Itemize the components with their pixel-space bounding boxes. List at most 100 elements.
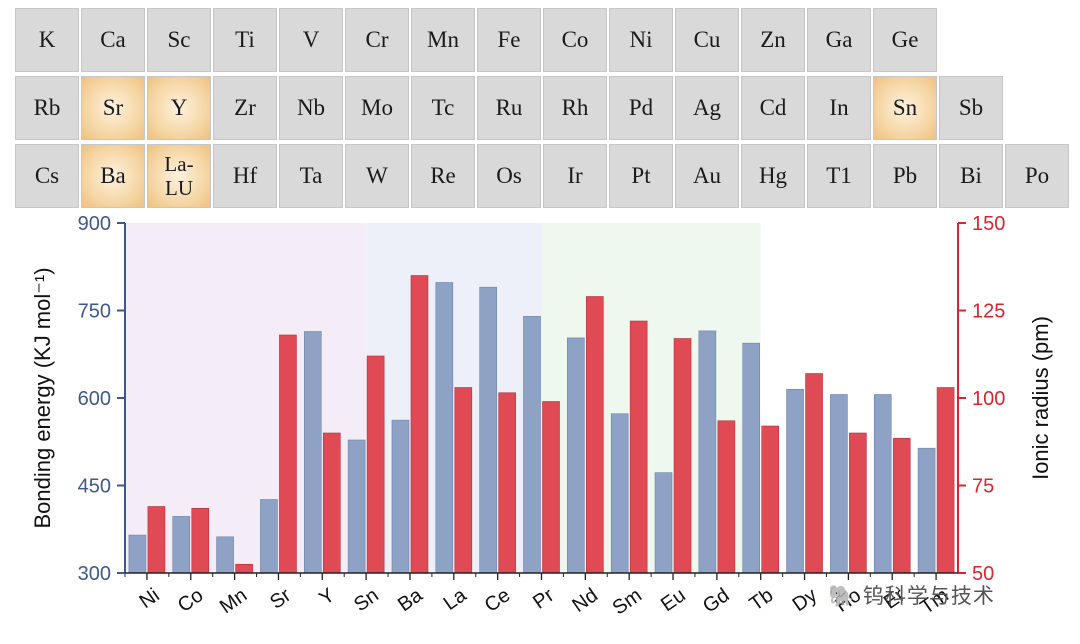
element-symbol: Pt [631,162,651,188]
element-cell-ir: Ir [543,144,607,208]
x-tick-label: Sn [350,584,383,616]
bar-bonding-energy [479,286,497,574]
bar-ionic-radius [191,507,210,574]
bar-bonding-energy [128,534,147,574]
element-cell-os: Os [477,144,541,208]
periodic-table: K Ca Sc Ti V Cr Mn Fe Co Ni Cu Zn Ga Ge Rb Sr Y Zr Nb Mo Tc R… [0,0,1080,210]
element-symbol: Ag [692,94,722,120]
element-cell-sr: Sr [81,76,145,140]
element-symbol: Ba [100,162,126,188]
element-symbol: Ta [299,162,323,188]
bar-chart: Ni Co Mn Sr Y Sn Ba La Ce Pr Nd Sm Eu Gd Tb Dy Ho Er Tm300… [30,213,1053,619]
element-cell-ga: Ga [807,8,871,72]
bar-bonding-energy [347,439,366,574]
element-cell-zr: Zr [213,76,277,140]
element-symbol: Fe [497,26,521,52]
element-cell-cu: Cu [675,8,739,72]
element-symbol: Sn [892,94,918,120]
bar-ionic-radius [717,420,736,574]
element-symbol: T1 [826,162,852,188]
bar-ionic-radius [629,320,648,574]
element-cell-ni: Ni [609,8,673,72]
element-cell-hg: Hg [741,144,805,208]
bar-ionic-radius [805,373,823,574]
element-symbol: Bi [960,162,982,188]
bar-bonding-energy [216,536,234,574]
element-symbol: W [366,162,388,188]
y-right-tick-label: 125 [972,301,1005,323]
x-tick-label: Sr [266,584,295,614]
y-right-axis-label: Ionic radius (pm) [1028,316,1053,480]
bar-bonding-energy [610,413,629,574]
x-tick-label: Co [174,584,208,617]
bar-ionic-radius [673,338,692,574]
y-right-tick-label: 150 [972,213,1005,235]
bar-bonding-energy [260,499,278,574]
element-cell-sc: Sc [147,8,211,72]
element-cell-ti: Ti [213,8,277,72]
element-symbol: Y [170,94,188,120]
element-symbol: V [302,26,320,52]
x-tick-label: Eu [657,584,690,616]
bar-bonding-energy [172,516,191,574]
element-cell-pd: Pd [609,76,673,140]
y-right-tick-label: 100 [972,388,1005,410]
element-cell-t1: T1 [807,144,871,208]
element-cell-v: V [279,8,343,72]
x-tick-label: Ni [135,584,163,613]
bar-bonding-energy [654,472,673,574]
element-cell-re: Re [411,144,475,208]
element-cell-k: K [15,8,79,72]
x-tick-label: Dy [789,584,822,616]
element-cell-bi: Bi [939,144,1003,208]
element-symbol: Zn [760,26,786,52]
bar-bonding-energy [698,330,717,574]
bar-ionic-radius [892,437,911,574]
x-tick-label: La [440,584,472,615]
element-symbol: Cr [365,26,389,52]
y-left-tick-label: 600 [78,388,111,410]
bar-ionic-radius [366,355,385,574]
x-tick-label: Nd [568,584,602,617]
element-symbol: Pd [628,94,654,120]
element-symbol: In [829,94,849,120]
element-symbol: Rb [33,94,61,120]
element-cell-cs: Cs [15,144,79,208]
bar-bonding-energy [303,331,322,574]
element-symbol: Tc [431,94,455,120]
bar-ionic-radius [235,563,253,574]
element-symbol: Mn [427,26,459,52]
element-symbol: Cd [759,94,787,120]
element-symbol: Po [1024,162,1050,188]
element-symbol: Ga [825,26,853,52]
element-symbol: K [38,26,56,52]
element-symbol: Nb [296,94,326,120]
element-cell-mo: Mo [345,76,409,140]
x-tick-label: Pr [529,584,558,614]
element-cell-au: Au [675,144,739,208]
watermark: 🐘 钨科学与技术 [828,584,995,608]
element-symbol: Rh [561,94,589,120]
bar-ionic-radius [849,432,867,574]
element-symbol: Cs [34,162,60,188]
element-cell-ca: Ca [81,8,145,72]
bar-bonding-energy [435,282,454,574]
element-cell-nb: Nb [279,76,343,140]
element-symbol: Zr [234,94,256,120]
bar-ionic-radius [936,387,955,574]
element-symbol: Ni [629,26,653,52]
element-symbol: Pb [892,162,918,188]
element-cell-w: W [345,144,409,208]
bar-ionic-radius [586,296,604,574]
element-cell-y: Y [147,76,211,140]
y-left-tick-label: 300 [78,563,111,585]
element-symbol: Os [496,162,522,188]
y-left-tick-label: 900 [78,213,111,235]
element-cell-sb: Sb [939,76,1003,140]
element-cell-cd: Cd [741,76,805,140]
x-tick-label: Gd [699,584,733,617]
element-symbol: Mo [361,94,393,120]
bar-bonding-energy [830,394,848,574]
element-cell-hf: Hf [213,144,277,208]
element-cell-rb: Rb [15,76,79,140]
